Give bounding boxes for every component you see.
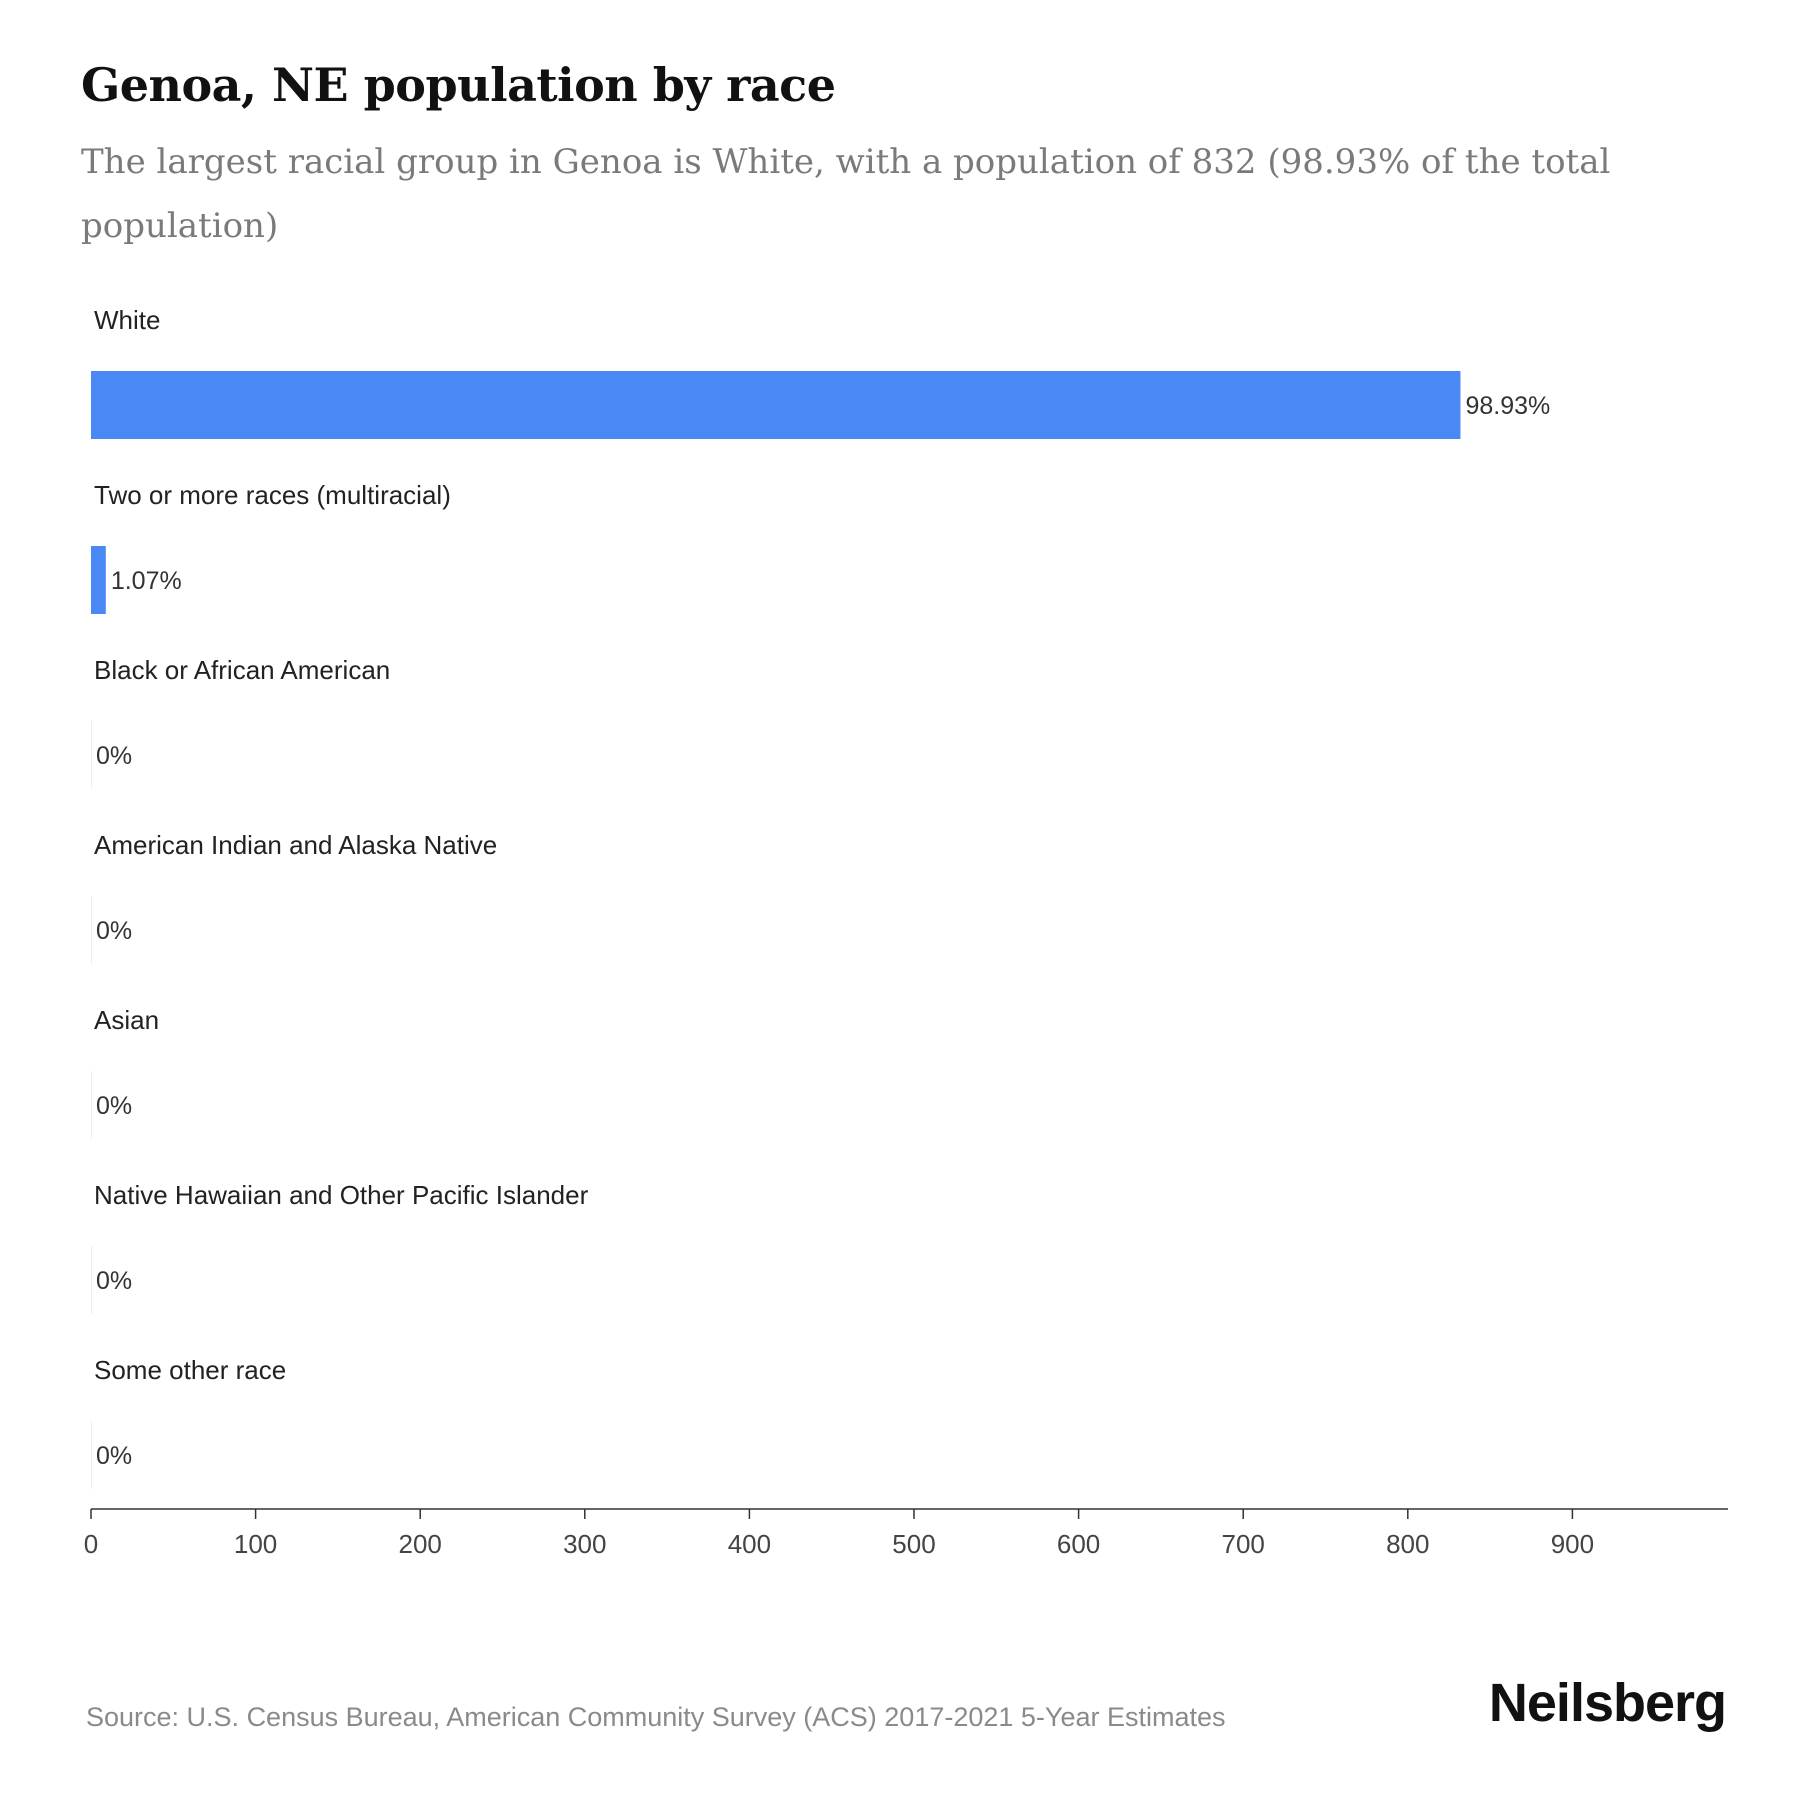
category-label: White (94, 305, 160, 335)
x-tick-label: 100 (234, 1529, 277, 1559)
chart-subtitle: The largest racial group in Genoa is Whi… (81, 142, 1611, 246)
category-label: Asian (94, 1005, 159, 1035)
x-tick-label: 500 (892, 1529, 935, 1559)
brand-logo: Neilsberg (1488, 1673, 1727, 1733)
category-label: Native Hawaiian and Other Pacific Island… (94, 1180, 589, 1210)
bar (91, 371, 1461, 439)
source-note: Source: U.S. Census Bureau, American Com… (86, 1702, 1226, 1732)
category-label: Some other race (94, 1355, 286, 1385)
value-label: 0% (96, 742, 132, 770)
value-label: 0% (96, 1092, 132, 1120)
chart-title: Genoa, NE population by race (81, 58, 836, 112)
bar (91, 546, 106, 614)
x-tick-label: 400 (728, 1529, 771, 1559)
category-label: American Indian and Alaska Native (94, 830, 497, 860)
category-label: Black or African American (94, 655, 390, 685)
value-label: 0% (96, 1442, 132, 1470)
x-tick-label: 900 (1551, 1529, 1594, 1559)
value-label: 0% (96, 1267, 132, 1295)
x-tick-label: 700 (1222, 1529, 1265, 1559)
x-tick-label: 200 (399, 1529, 442, 1559)
category-label: Two or more races (multiracial) (94, 480, 451, 510)
x-tick-label: 800 (1386, 1529, 1429, 1559)
value-label: 1.07% (111, 567, 182, 595)
x-tick-label: 300 (563, 1529, 606, 1559)
x-tick-label: 0 (84, 1529, 98, 1559)
value-label: 98.93% (1465, 392, 1550, 420)
value-label: 0% (96, 917, 132, 945)
x-tick-label: 600 (1057, 1529, 1100, 1559)
